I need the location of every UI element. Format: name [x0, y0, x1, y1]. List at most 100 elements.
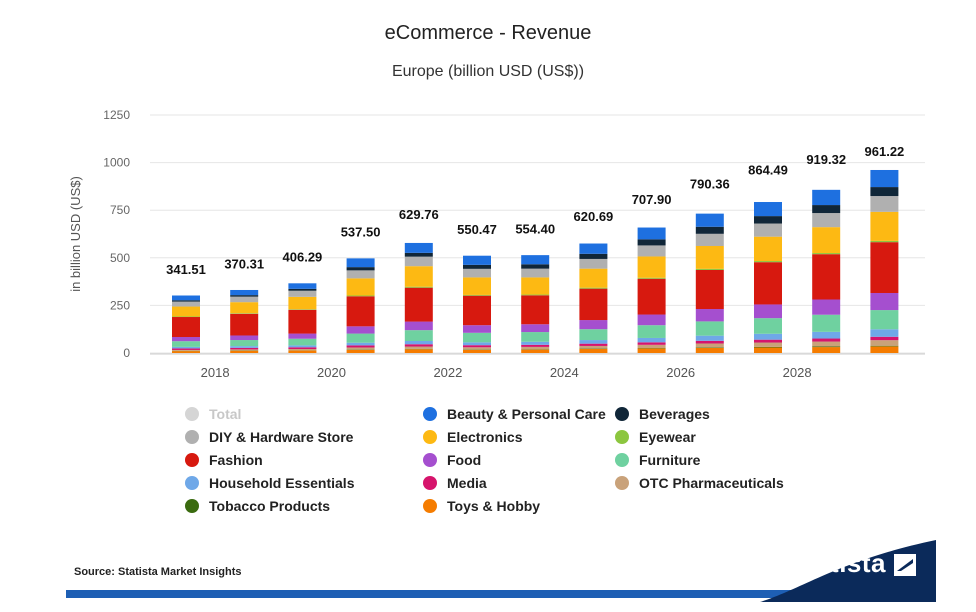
bar-segment: [579, 349, 608, 353]
y-tick-label: 1250: [103, 108, 130, 122]
bar-segment: [288, 350, 317, 353]
bar-segment: [230, 296, 259, 303]
bar-segment: [754, 333, 782, 340]
legend-label: OTC Pharmaceuticals: [639, 475, 784, 491]
bar-segment: [812, 205, 841, 214]
bar-segment: [172, 351, 200, 353]
legend-item[interactable]: Food: [423, 452, 481, 468]
legend-swatch: [185, 430, 199, 444]
bar-segment: [637, 337, 666, 343]
bar-segment: [172, 301, 200, 307]
bar-total-label: 864.49: [748, 162, 788, 177]
bar-segment: [230, 346, 259, 348]
bar-segment: [288, 309, 317, 310]
bar-segment: [288, 288, 317, 291]
bar-segment: [579, 288, 608, 321]
bar-segment: [812, 314, 841, 332]
chart-title: eCommerce - Revenue: [384, 22, 592, 44]
bar-segment: [579, 258, 608, 269]
bar-segment: [870, 169, 899, 188]
y-axis-label: in billion USD (US$): [68, 176, 83, 292]
bar-segment: [754, 262, 782, 305]
legend-item[interactable]: Beverages: [615, 406, 710, 422]
bar-segment: [172, 341, 200, 347]
legend-swatch: [423, 476, 437, 490]
legend-item[interactable]: Electronics: [423, 429, 522, 445]
bar-segment: [346, 270, 375, 279]
bar-segment: [637, 278, 666, 315]
bar-segment: [579, 345, 608, 349]
bar-total-label: 341.51: [166, 262, 206, 277]
legend-item[interactable]: Tobacco Products: [185, 498, 330, 514]
bar-segment: [404, 321, 433, 331]
statista-logo-mark-icon: [894, 554, 916, 576]
bar-segment: [230, 313, 259, 314]
bar-segment: [754, 304, 782, 319]
bar-segment: [521, 277, 550, 295]
legend-item[interactable]: Furniture: [615, 452, 700, 468]
legend-item[interactable]: Media: [423, 475, 487, 491]
bar-segment: [404, 287, 433, 322]
bar-segment: [230, 350, 259, 353]
bar-segment: [521, 264, 550, 269]
legend-swatch: [185, 453, 199, 467]
legend-item[interactable]: OTC Pharmaceuticals: [615, 475, 784, 491]
legend-item[interactable]: Toys & Hobby: [423, 498, 540, 514]
bar-segment: [404, 286, 433, 288]
bar-segment: [870, 196, 899, 212]
x-tick-label: 2024: [550, 365, 579, 380]
legend-item[interactable]: Total: [185, 406, 241, 422]
legend-label: Fashion: [209, 452, 263, 468]
bar-segment: [754, 202, 782, 217]
bar-segment: [521, 324, 550, 333]
bar-segment: [637, 239, 666, 246]
bar-segment: [521, 295, 550, 325]
bar-segment: [404, 349, 433, 353]
bar-segment: [521, 341, 550, 345]
bar-segment: [579, 268, 608, 288]
legend-item[interactable]: DIY & Hardware Store: [185, 429, 353, 445]
bar-segment: [579, 243, 608, 254]
bar-segment: [230, 289, 259, 296]
bar-segment: [870, 310, 899, 330]
bar-segment: [812, 338, 841, 342]
chart-subtitle: Europe (billion USD (US$)): [391, 63, 585, 80]
bar-segment: [695, 268, 724, 270]
bar-segment: [172, 300, 200, 302]
bar-segment: [870, 346, 899, 353]
legend-item[interactable]: Eyewear: [615, 429, 696, 445]
bar-segment: [812, 227, 841, 254]
legend-label: Toys & Hobby: [447, 498, 541, 514]
bar-segment: [754, 223, 782, 237]
bar-segment: [463, 277, 491, 295]
bar-segment: [346, 347, 375, 350]
bar-segment: [870, 242, 899, 293]
legend-item[interactable]: Fashion: [185, 452, 263, 468]
legend-label: Electronics: [447, 429, 523, 445]
statista-logo[interactable]: statista: [760, 540, 936, 602]
bar-segment: [404, 346, 433, 349]
bar-segment: [579, 343, 608, 346]
bar-segment: [463, 347, 491, 350]
bar-segment: [695, 245, 724, 269]
y-tick-label: 1000: [103, 156, 130, 170]
bar-segment: [812, 299, 841, 315]
bar-segment: [695, 269, 724, 310]
bar-segment: [695, 347, 724, 348]
bar-segment: [695, 213, 724, 227]
bar-total-label: 707.90: [632, 192, 672, 207]
legend-label: Media: [447, 475, 487, 491]
bar-segment: [404, 330, 433, 342]
legend-label: Total: [209, 406, 242, 422]
x-tick-label: 2020: [317, 365, 346, 380]
bar-segment: [812, 341, 841, 347]
legend-item[interactable]: Beauty & Personal Care: [423, 406, 606, 422]
bar-segment: [230, 295, 259, 297]
legend-item[interactable]: Household Essentials: [185, 475, 354, 491]
bar-segment: [695, 347, 724, 353]
bar-segment: [346, 296, 375, 327]
legend-label: DIY & Hardware Store: [209, 429, 354, 445]
bar-segment: [637, 344, 666, 349]
bar-total-label: 790.36: [690, 177, 730, 192]
bar-total-label: 550.47: [457, 222, 497, 237]
